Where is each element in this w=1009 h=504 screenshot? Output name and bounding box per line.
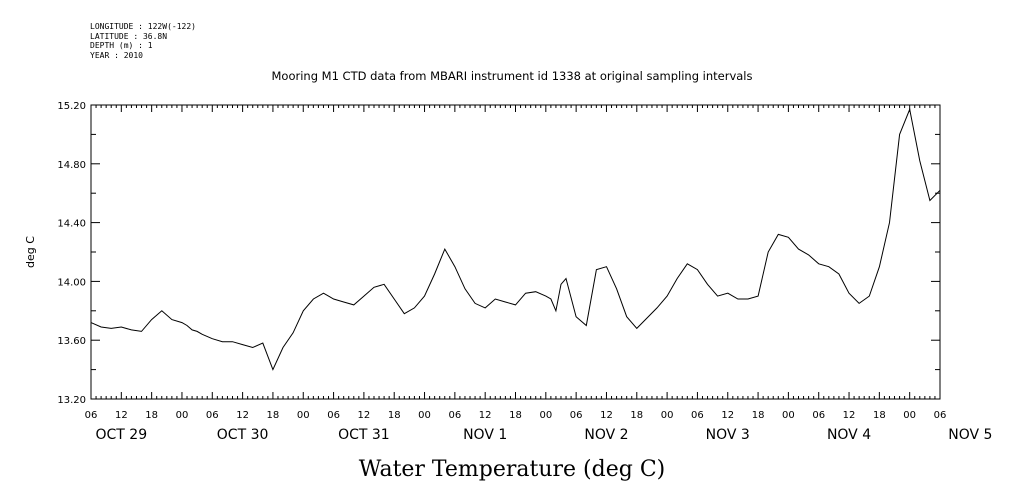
x-day-label: NOV 2 [584,427,628,443]
x-tick-label: 00 [539,410,552,421]
x-tick-label: 18 [388,410,401,421]
x-day-label: OCT 30 [217,427,269,443]
x-tick-label: 18 [145,410,158,421]
x-day-label: NOV 3 [706,427,750,443]
y-tick-label: 15.20 [57,101,86,112]
x-tick-label: 18 [630,410,643,421]
plot-frame [90,104,941,400]
x-tick-label: 00 [782,410,795,421]
y-tick-label: 13.20 [57,395,86,406]
x-tick-label: 06 [570,410,583,421]
x-tick-label: 18 [509,410,522,421]
x-day-label: NOV 4 [827,427,871,443]
x-tick-label: 06 [85,410,98,421]
y-tick-label: 14.40 [57,219,86,230]
x-tick-label: 12 [843,410,856,421]
y-tick-label: 14.80 [57,160,86,171]
chart-title: Mooring M1 CTD data from MBARI instrumen… [272,69,753,83]
x-tick-label: 06 [206,410,219,421]
x-tick-label: 00 [661,410,674,421]
y-tick-label: 14.00 [57,277,86,288]
latitude-text: LATITUDE : 36.8N [90,31,168,41]
y-axis-label: deg C [24,236,37,268]
x-tick-label: 06 [448,410,461,421]
x-tick-label: 12 [115,410,128,421]
x-tick-label: 06 [691,410,704,421]
x-day-label: NOV 5 [948,427,992,443]
x-tick-label: 18 [873,410,886,421]
x-tick-label: 06 [327,410,340,421]
x-tick-label: 06 [934,410,947,421]
x-tick-label: 00 [176,410,189,421]
x-axis-title: Water Temperature (deg C) [359,457,666,482]
x-tick-label: 00 [297,410,310,421]
x-tick-label: 12 [358,410,371,421]
x-tick-label: 12 [600,410,613,421]
year-text: YEAR : 2010 [90,50,143,60]
x-tick-label: 00 [903,410,916,421]
x-tick-label: 12 [236,410,249,421]
x-tick-label: 12 [479,410,492,421]
x-tick-label: 06 [812,410,825,421]
y-tick-label: 13.60 [57,336,86,347]
depth-text: DEPTH (m) : 1 [90,41,153,50]
metadata-block: LONGITUDE : 122W(-122) LATITUDE : 36.8N … [90,22,196,60]
x-tick-label: 18 [267,410,280,421]
x-tick-label: 00 [418,410,431,421]
x-tick-label: 18 [752,410,765,421]
x-axis: 06 12 18 00 06 12 18 00 06 12 18 00 06 12 18 00 06 12 18 00… [85,105,992,443]
x-day-label: OCT 29 [96,427,148,443]
temperature-line [90,107,941,371]
x-day-label: OCT 31 [338,427,390,443]
x-day-label: NOV 1 [463,427,507,443]
longitude-text: LONGITUDE : 122W(-122) [90,22,196,31]
x-tick-label: 12 [721,410,734,421]
y-axis: 13.20 13.60 14.00 14.40 14.80 15.20 [57,101,940,406]
